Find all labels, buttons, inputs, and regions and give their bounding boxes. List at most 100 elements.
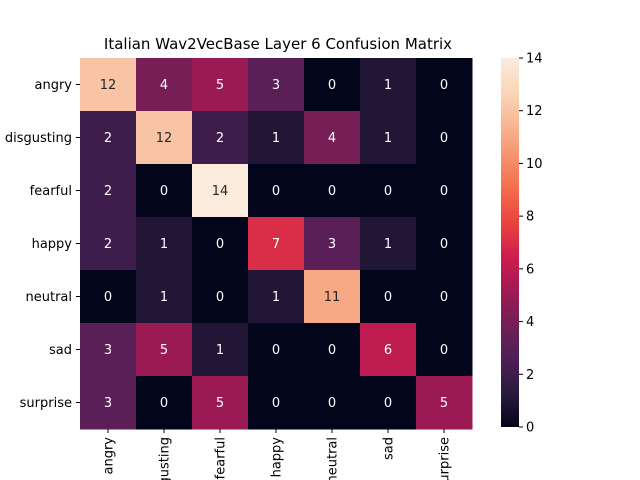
x-tick-label: sad — [382, 437, 397, 460]
heatmap-cell — [192, 376, 249, 430]
cell-value-label: 2 — [104, 237, 112, 252]
cell-value-label: 2 — [104, 131, 112, 146]
heatmap-cell — [80, 111, 137, 165]
cell-value-label: 0 — [440, 78, 448, 93]
cell-value-label: 5 — [160, 343, 168, 358]
cell-value-label: 1 — [384, 78, 392, 93]
heatmap-cell — [304, 58, 361, 112]
cell-value-label: 12 — [156, 131, 173, 146]
cell-value-label: 0 — [160, 184, 168, 199]
heatmap-cell — [416, 376, 473, 430]
cell-value-label: 1 — [160, 290, 168, 305]
heatmap-cell — [248, 376, 305, 430]
x-tick-label: fearful — [214, 437, 229, 479]
heatmap-cell — [248, 111, 305, 165]
heatmap-cell — [248, 164, 305, 218]
heatmap-cell — [192, 111, 249, 165]
heatmap-cell — [416, 58, 473, 112]
cell-value-label: 0 — [328, 184, 336, 199]
y-tick-label: happy — [32, 237, 73, 252]
cell-value-label: 6 — [384, 343, 392, 358]
cell-value-label: 0 — [272, 184, 280, 199]
cell-value-label: 4 — [328, 131, 336, 146]
y-tick-label: angry — [35, 78, 73, 93]
heatmap-cell — [192, 323, 249, 377]
y-tick-label: neutral — [26, 290, 73, 305]
cell-value-label: 0 — [384, 290, 392, 305]
heatmap-cell — [360, 111, 417, 165]
colorbar: 0 2 4 6 8 10 12 14 — [501, 52, 543, 436]
heatmap-cell — [80, 58, 137, 112]
cell-value-label: 0 — [328, 396, 336, 411]
cell-value-label: 0 — [440, 237, 448, 252]
heatmap-cell — [360, 270, 417, 324]
cell-value-label: 0 — [440, 343, 448, 358]
cell-value-label: 14 — [212, 184, 229, 199]
x-tick-label: surprise — [438, 437, 453, 480]
colorbar-tick-label: 12 — [526, 104, 543, 119]
heatmap-cell — [80, 323, 137, 377]
cell-value-label: 0 — [104, 290, 112, 305]
y-tick-label: sad — [49, 343, 72, 358]
cell-value-label: 12 — [100, 78, 117, 93]
heatmap-cell — [360, 376, 417, 430]
heatmap-cell — [360, 217, 417, 271]
heatmap-cell — [192, 270, 249, 324]
y-tick-label: disgusting — [5, 131, 72, 146]
heatmap-cell — [304, 217, 361, 271]
cell-value-label: 2 — [216, 131, 224, 146]
heatmap-cell — [136, 323, 193, 377]
heatmap-cell — [304, 376, 361, 430]
colorbar-tick-label: 8 — [526, 210, 534, 225]
cell-value-label: 3 — [104, 396, 112, 411]
heatmap-cell — [416, 323, 473, 377]
colorbar-tick-label: 2 — [526, 368, 534, 383]
colorbar-tick-label: 10 — [526, 157, 543, 172]
heatmap-cell — [416, 164, 473, 218]
heatmap-cell — [248, 270, 305, 324]
cell-value-label: 0 — [272, 343, 280, 358]
heatmap-cell — [136, 164, 193, 218]
y-axis: angry disgusting fearful happy neutral sad sur… — [5, 78, 80, 411]
heatmap-cell — [192, 58, 249, 112]
cell-value-label: 0 — [384, 184, 392, 199]
cell-value-label: 0 — [328, 78, 336, 93]
y-tick-label: surprise — [20, 396, 72, 411]
heatmap-cell — [248, 323, 305, 377]
cell-value-label: 4 — [160, 78, 168, 93]
cell-value-label: 0 — [216, 290, 224, 305]
cell-value-label: 5 — [216, 78, 224, 93]
heatmap-cell — [80, 217, 137, 271]
heatmap-cell — [136, 111, 193, 165]
cell-value-label: 1 — [272, 290, 280, 305]
heatmap: 12 4 5 3 0 1 02 12 2 1 4 1 02 0 14 0 0 0 02 1 0 7 3 1 00 1 0 1 11 0 03… — [80, 58, 473, 430]
heatmap-cell — [80, 376, 137, 430]
colorbar-tick-label: 14 — [526, 52, 543, 67]
cell-value-label: 3 — [272, 78, 280, 93]
colorbar-tick-label: 4 — [526, 315, 534, 330]
heatmap-cell — [136, 270, 193, 324]
colorbar-gradient — [501, 58, 519, 427]
heatmap-cell — [360, 58, 417, 112]
cell-value-label: 0 — [440, 290, 448, 305]
cell-value-label: 5 — [440, 396, 448, 411]
cell-value-label: 7 — [272, 237, 280, 252]
chart-title: Italian Wav2VecBase Layer 6 Confusion Ma… — [104, 35, 452, 53]
cell-value-label: 0 — [440, 184, 448, 199]
cell-value-label: 0 — [272, 396, 280, 411]
x-tick-label: disgusting — [158, 437, 173, 480]
cell-value-label: 0 — [440, 131, 448, 146]
cell-value-label: 1 — [384, 237, 392, 252]
cell-value-label: 0 — [160, 396, 168, 411]
heatmap-cell — [136, 217, 193, 271]
x-tick-label: happy — [270, 437, 285, 478]
cell-value-label: 1 — [216, 343, 224, 358]
heatmap-cell — [416, 270, 473, 324]
heatmap-cell — [360, 323, 417, 377]
cell-value-label: 2 — [104, 184, 112, 199]
heatmap-cell — [80, 164, 137, 218]
heatmap-cell — [248, 217, 305, 271]
heatmap-cell — [304, 164, 361, 218]
heatmap-cell — [304, 270, 361, 324]
colorbar-tick-label: 6 — [526, 262, 534, 277]
